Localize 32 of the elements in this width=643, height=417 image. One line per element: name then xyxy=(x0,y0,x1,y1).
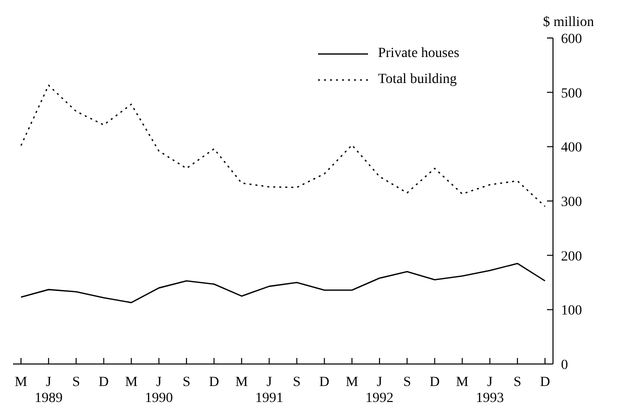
x-tick-label: M xyxy=(456,375,470,390)
x-tick-label: S xyxy=(292,375,301,390)
legend-label: Private houses xyxy=(378,46,460,62)
y-axis-title: $ million xyxy=(543,15,594,30)
x-tick-label: J 1989 xyxy=(34,375,63,406)
y-tick-label: 300 xyxy=(561,194,582,210)
x-tick-label: S xyxy=(403,375,412,390)
legend-label: Total building xyxy=(378,72,457,88)
x-tick-label: J 1990 xyxy=(144,375,173,406)
x-tick-label: D xyxy=(430,375,440,390)
y-tick-label: 200 xyxy=(561,249,582,264)
y-tick-label: 500 xyxy=(561,86,582,102)
x-tick-label: D xyxy=(208,375,220,390)
y-tick-label: 600 xyxy=(561,32,582,47)
line-series xyxy=(20,84,546,208)
y-tick-label: 0 xyxy=(561,358,568,373)
line-series xyxy=(20,262,546,304)
x-tick-label: M xyxy=(346,375,359,390)
y-tick-label: 100 xyxy=(561,304,582,319)
x-tick-label: J 1992 xyxy=(366,375,394,406)
x-tick-label: S xyxy=(514,375,522,390)
x-tick-label: S xyxy=(72,375,80,390)
x-tick-label: D xyxy=(319,375,330,390)
y-tick-label: 400 xyxy=(561,140,582,156)
x-tick-label: M xyxy=(125,375,138,390)
x-tick-label: D xyxy=(98,375,109,390)
x-tick-label: J 1991 xyxy=(255,375,284,406)
x-tick-label: S xyxy=(182,375,190,390)
x-tick-label: M xyxy=(235,375,248,390)
x-tick-label: J 1993 xyxy=(476,375,504,406)
x-tick-label: D xyxy=(540,375,550,390)
x-tick-label: M xyxy=(14,375,28,390)
